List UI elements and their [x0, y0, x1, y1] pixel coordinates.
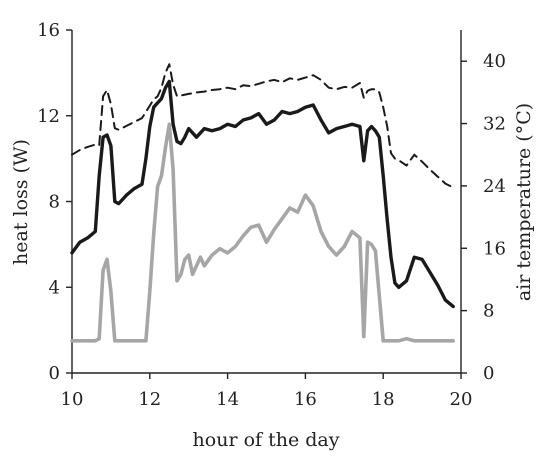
x-tick-label: 16: [294, 389, 317, 410]
y-tick-label: 4: [49, 277, 60, 298]
left-y-axis-label: heat loss (W): [10, 139, 32, 265]
y-tick-label: 0: [49, 363, 60, 384]
y2-tick-label: 32: [483, 114, 506, 135]
y-tick-label: 16: [37, 20, 60, 41]
series-line-solid-gray: [70, 122, 455, 343]
y2-tick-label: 40: [483, 51, 506, 72]
x-tick-label: 14: [216, 389, 239, 410]
x-tick-label: 20: [450, 389, 473, 410]
chart-axes: [71, 30, 462, 374]
y2-tick-label: 0: [483, 363, 494, 384]
x-tick-label: 10: [61, 389, 84, 410]
y2-tick-label: 8: [483, 301, 494, 322]
series-line-solid-black: [70, 79, 455, 309]
right-y-axis-label: air temperature (°C): [513, 103, 535, 301]
y2-tick-label: 16: [483, 238, 506, 259]
y-tick-label: 8: [49, 192, 60, 213]
x-axis-ticks: 10 12 14 16 18 20: [61, 373, 473, 410]
y2-tick-label: 24: [483, 176, 506, 197]
series-line-dashed-black: [71, 63, 455, 189]
x-tick-label: 12: [138, 389, 161, 410]
left-y-axis-ticks: 0 4 8 12 16: [37, 20, 72, 384]
x-tick-label: 18: [372, 389, 395, 410]
x-axis-label: hour of the day: [193, 429, 340, 451]
series-layer: [70, 63, 455, 343]
right-y-axis-ticks: 0 8 16 24 32 40: [461, 51, 506, 384]
y-tick-label: 12: [37, 106, 60, 127]
